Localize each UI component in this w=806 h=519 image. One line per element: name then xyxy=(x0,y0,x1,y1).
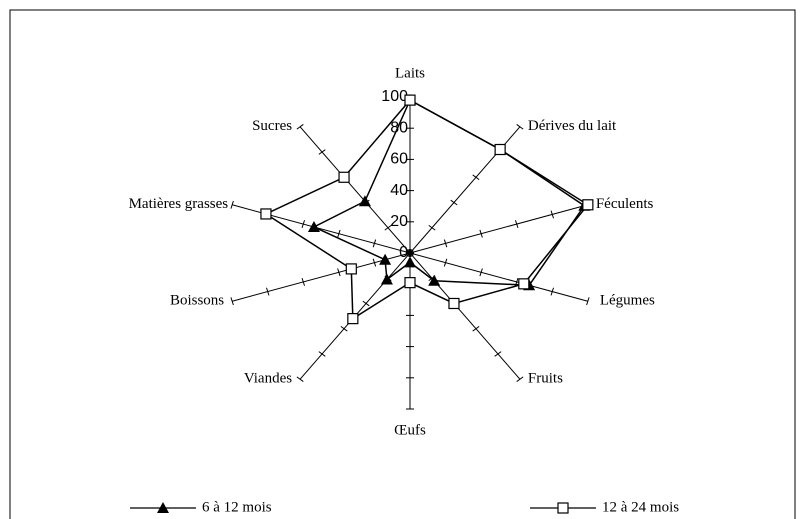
tick-mark xyxy=(479,229,483,238)
tick-mark xyxy=(301,277,306,286)
tick-mark xyxy=(340,325,348,332)
axis-line xyxy=(232,252,411,302)
r-tick-label: 60 xyxy=(390,151,408,168)
r-tick-label: 80 xyxy=(390,119,408,136)
marker xyxy=(260,208,272,220)
category-label: Boissons xyxy=(170,293,224,309)
category-label: Fruits xyxy=(528,371,563,387)
tick-mark xyxy=(516,124,524,130)
marker xyxy=(428,274,441,286)
marker xyxy=(518,278,530,290)
marker xyxy=(358,195,371,207)
marker xyxy=(582,199,594,211)
tick-mark xyxy=(443,239,448,248)
tick-mark xyxy=(472,174,480,181)
axis-line xyxy=(409,252,588,302)
category-label: Féculents xyxy=(596,196,654,212)
tick-mark xyxy=(406,250,414,256)
marker xyxy=(347,313,359,325)
category-label: Œufs xyxy=(394,422,426,438)
marker xyxy=(448,297,460,310)
tick-mark xyxy=(586,297,590,306)
tick-mark xyxy=(479,268,483,277)
marker xyxy=(404,277,416,289)
tick-mark xyxy=(230,297,234,306)
marker xyxy=(380,273,393,285)
r-tick-label: 20 xyxy=(390,213,408,230)
marker xyxy=(345,263,357,275)
marker xyxy=(404,94,416,106)
tick-mark xyxy=(550,210,554,219)
tick-mark xyxy=(296,124,304,130)
tick-mark xyxy=(266,287,270,296)
legend-label: 12 à 24 mois xyxy=(602,499,679,515)
tick-mark xyxy=(337,268,341,277)
category-label: Sucres xyxy=(252,118,292,134)
category-label: Légumes xyxy=(600,293,655,309)
category-label: Dérives du lait xyxy=(528,118,617,134)
category-label: Matières grasses xyxy=(129,196,229,212)
marker xyxy=(404,256,416,268)
axis-line xyxy=(299,126,411,254)
marker xyxy=(157,502,169,513)
tick-mark xyxy=(494,351,502,357)
category-label: Laits xyxy=(395,65,425,81)
tick-mark xyxy=(428,225,436,231)
r-tick-label: 100 xyxy=(381,88,408,105)
tick-mark xyxy=(318,351,326,357)
tick-mark xyxy=(362,300,370,307)
frame xyxy=(9,9,796,519)
marker xyxy=(379,253,392,265)
r-tick-label: 0 xyxy=(399,244,408,261)
marker xyxy=(307,220,320,232)
tick-mark xyxy=(372,258,377,267)
tick-mark xyxy=(296,376,304,382)
tick-mark xyxy=(230,200,234,209)
tick-mark xyxy=(301,220,306,229)
tick-mark xyxy=(516,376,524,382)
marker xyxy=(557,502,569,514)
marker xyxy=(494,143,506,156)
tick-mark xyxy=(514,220,519,229)
legend-label: 6 à 12 mois xyxy=(202,499,272,515)
axis-line xyxy=(409,204,588,254)
tick-mark xyxy=(372,239,377,248)
tick-mark xyxy=(318,149,326,155)
axis-line xyxy=(409,252,521,380)
tick-mark xyxy=(550,287,554,296)
category-label: Viandes xyxy=(244,371,292,387)
tick-mark xyxy=(337,229,341,238)
tick-mark xyxy=(443,258,448,267)
r-tick-label: 40 xyxy=(390,182,408,199)
tick-mark xyxy=(450,199,458,206)
tick-mark xyxy=(472,325,480,332)
marker xyxy=(338,171,350,183)
tick-mark xyxy=(384,225,392,231)
